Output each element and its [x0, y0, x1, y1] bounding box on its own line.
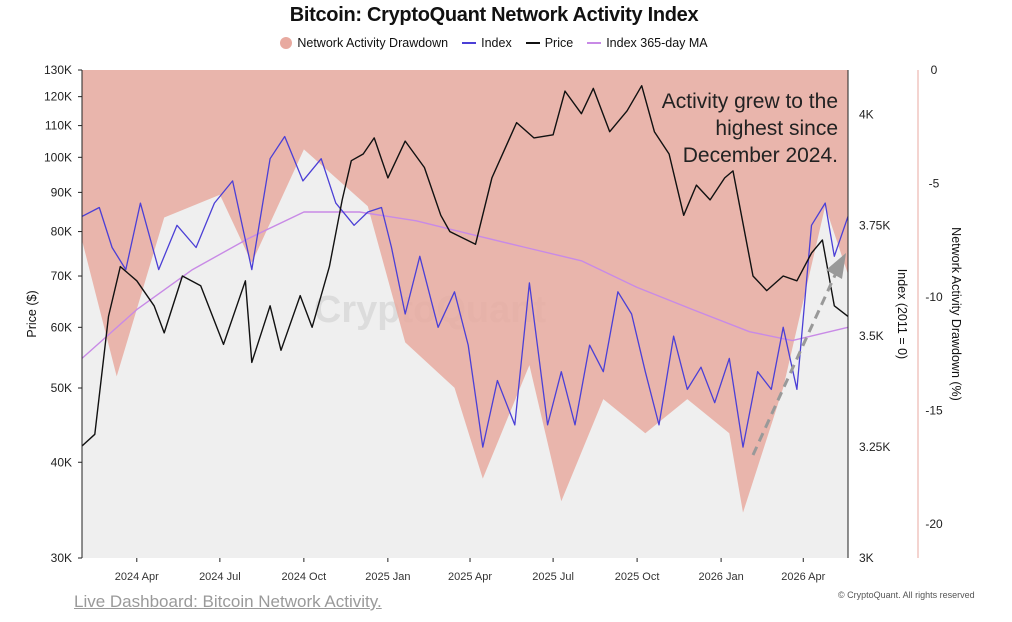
legend-item-drawdown[interactable]: Network Activity Drawdown	[280, 36, 448, 50]
index-tick-label: 4K	[859, 107, 874, 121]
annotation-text-line: December 2024.	[683, 144, 838, 167]
x-tick-label: 2025 Jan	[365, 571, 410, 583]
legend-label-price: Price	[544, 36, 574, 50]
index-tick-label: 3.5K	[859, 329, 884, 343]
drawdown-area	[82, 70, 848, 513]
drawdown-tick-label: -15	[925, 403, 943, 417]
price-tick-label: 80K	[51, 225, 72, 239]
chart-title: Bitcoin: CryptoQuant Network Activity In…	[289, 4, 699, 26]
x-tick-label: 2024 Oct	[282, 571, 327, 583]
legend-item-ma[interactable]: Index 365-day MA	[587, 36, 708, 50]
series-line-price	[81, 84, 849, 447]
legend-item-price[interactable]: Price	[525, 36, 574, 50]
index-tick-label: 3K	[859, 551, 874, 565]
right-axis-title-index: Index (2011 = 0)	[895, 269, 909, 359]
price-tick-label: 130K	[44, 63, 72, 77]
legend-label-index: Index	[481, 36, 512, 50]
axis-layer: 30K 40K 50K 60K 70K 80K 90K 100K 110K 120K 130K 4K 3…	[44, 63, 943, 583]
price-tick-label: 60K	[51, 320, 72, 334]
drawdown-tick-label: -10	[925, 290, 943, 304]
left-axis-title: Price ($)	[25, 290, 39, 337]
x-tick-label: 2024 Apr	[115, 571, 159, 583]
x-tick-label: 2026 Jan	[698, 571, 743, 583]
x-tick-label: 2025 Jul	[532, 571, 574, 583]
annotation-text-line: Activity grew to the	[662, 90, 838, 113]
price-tick-label: 90K	[51, 185, 72, 199]
x-tick-label: 2026 Apr	[781, 571, 825, 583]
annotation-group: Activity grew to the highest since Decembe…	[662, 90, 846, 456]
series-line-index-ma	[81, 211, 849, 359]
price-tick-label: 70K	[51, 269, 72, 283]
drawdown-tick-label: 0	[931, 63, 938, 77]
legend-swatch-drawdown	[280, 37, 293, 49]
legend-label-ma: Index 365-day MA	[606, 36, 708, 50]
price-tick-label: 40K	[51, 455, 72, 469]
trend-arrow-line	[751, 272, 838, 456]
index-tick-label: 3.25K	[859, 440, 890, 454]
drawdown-tick-label: -5	[929, 176, 940, 190]
legend-item-index[interactable]: Index	[462, 36, 512, 50]
x-tick-label: 2025 Oct	[615, 571, 660, 583]
trend-arrow-head	[826, 253, 846, 279]
index-tick-label: 3.75K	[859, 218, 890, 232]
x-tick-label: 2025 Apr	[448, 571, 492, 583]
chart-legend: Network Activity Drawdown Index Price In…	[0, 36, 988, 50]
series-line-index	[81, 135, 849, 448]
legend-label-drawdown: Network Activity Drawdown	[297, 36, 449, 50]
live-dashboard-link[interactable]: Live Dashboard: Bitcoin Network Activity…	[74, 592, 382, 611]
price-tick-label: 50K	[51, 381, 72, 395]
annotation-text-line: highest since	[715, 117, 838, 140]
copyright-credit: © CryptoQuant. All rights reserved	[838, 590, 975, 600]
legend-swatch-ma	[587, 42, 602, 44]
right-axis-title-drawdown: Network Activity Drawdown (%)	[949, 227, 963, 401]
legend-swatch-price	[525, 42, 540, 44]
price-tick-label: 30K	[51, 551, 72, 565]
drawdown-tick-label: -20	[925, 517, 943, 531]
series-layer	[81, 70, 849, 513]
price-tick-label: 100K	[44, 150, 72, 164]
price-tick-label: 120K	[44, 90, 72, 104]
price-tick-label: 110K	[45, 119, 72, 133]
x-tick-label: 2024 Jul	[199, 571, 241, 583]
legend-swatch-index	[462, 42, 477, 44]
